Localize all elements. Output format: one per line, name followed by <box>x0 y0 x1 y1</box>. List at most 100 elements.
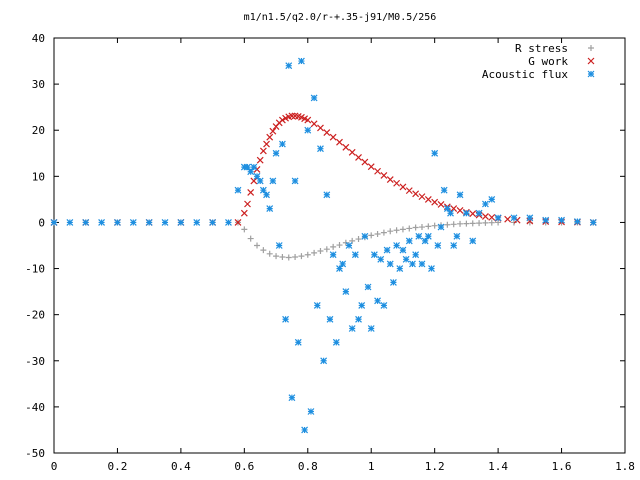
point-g-work <box>399 183 407 191</box>
point-g-work <box>361 158 369 166</box>
point-acoustic-flux <box>542 216 550 224</box>
point-acoustic-flux <box>278 140 286 148</box>
point-g-work <box>412 190 420 198</box>
x-tick-label: 0.8 <box>298 460 318 473</box>
point-acoustic-flux <box>234 186 242 194</box>
point-acoustic-flux <box>447 209 454 217</box>
x-tick-label: 1.4 <box>488 460 508 473</box>
point-acoustic-flux <box>240 163 248 171</box>
point-acoustic-flux <box>145 219 153 226</box>
point-acoustic-flux <box>494 214 502 222</box>
point-g-work <box>266 133 274 141</box>
y-tick-label: -50 <box>25 447 45 460</box>
legend-label-acoustic-flux: Acoustic flux <box>482 68 568 81</box>
y-tick-label: 40 <box>32 32 45 45</box>
point-acoustic-flux <box>193 219 201 226</box>
point-g-work <box>355 154 362 161</box>
point-g-work <box>259 147 267 155</box>
point-acoustic-flux <box>405 237 413 245</box>
point-acoustic-flux <box>177 219 185 226</box>
point-acoustic-flux <box>161 219 169 226</box>
point-acoustic-flux <box>348 325 356 332</box>
point-acoustic-flux <box>399 246 407 254</box>
point-acoustic-flux <box>282 315 289 323</box>
point-acoustic-flux <box>259 186 267 194</box>
point-g-work <box>263 140 270 148</box>
point-r-stress <box>387 228 394 235</box>
point-g-work <box>488 213 496 221</box>
point-acoustic-flux <box>285 62 293 70</box>
point-acoustic-flux <box>310 94 318 102</box>
point-r-stress <box>241 226 248 233</box>
point-acoustic-flux <box>225 219 232 226</box>
point-g-work <box>380 171 388 179</box>
point-acoustic-flux <box>573 218 581 225</box>
point-acoustic-flux <box>380 302 388 309</box>
point-r-stress <box>482 219 489 226</box>
point-g-work <box>450 205 458 213</box>
x-tick-label: 1.2 <box>425 460 445 473</box>
point-acoustic-flux <box>304 126 312 134</box>
point-acoustic-flux <box>558 216 565 224</box>
y-tick-label: -30 <box>25 355 45 368</box>
legend: R stress G work Acoustic flux <box>482 42 595 81</box>
point-acoustic-flux <box>424 232 432 240</box>
data-marks <box>50 57 597 434</box>
point-acoustic-flux <box>364 283 372 291</box>
point-r-stress <box>355 236 362 243</box>
point-g-work <box>342 143 350 151</box>
point-acoustic-flux <box>431 149 439 157</box>
point-acoustic-flux <box>209 219 217 226</box>
point-r-stress <box>273 253 280 260</box>
series-r-stress <box>51 219 597 261</box>
point-r-stress <box>469 220 476 227</box>
point-acoustic-flux <box>374 297 381 305</box>
point-acoustic-flux <box>351 251 359 259</box>
point-r-stress <box>450 221 457 228</box>
point-g-work <box>386 176 394 183</box>
point-r-stress <box>488 219 495 226</box>
point-r-stress <box>412 224 419 231</box>
point-r-stress <box>393 227 400 234</box>
point-g-work <box>234 219 242 226</box>
point-r-stress <box>285 254 292 261</box>
point-r-stress <box>330 243 337 250</box>
point-acoustic-flux <box>66 219 74 226</box>
point-acoustic-flux <box>244 163 251 171</box>
point-acoustic-flux <box>358 302 366 309</box>
x-tick-label: 0 <box>51 460 58 473</box>
point-acoustic-flux <box>326 315 334 323</box>
point-g-work <box>323 129 331 136</box>
point-acoustic-flux <box>526 214 534 222</box>
point-r-stress <box>254 242 261 249</box>
series-g-work <box>50 112 597 226</box>
point-acoustic-flux <box>361 232 369 240</box>
y-tick-label: -10 <box>25 263 45 276</box>
point-r-stress <box>476 220 483 227</box>
point-acoustic-flux <box>336 265 343 272</box>
y-tick-label: 0 <box>38 216 45 229</box>
point-r-stress <box>279 254 286 261</box>
point-r-stress <box>380 229 387 236</box>
point-g-work <box>240 209 248 217</box>
point-g-work <box>329 133 337 141</box>
point-acoustic-flux <box>269 177 277 185</box>
point-acoustic-flux <box>386 260 394 268</box>
point-g-work <box>250 177 258 185</box>
point-g-work <box>310 120 318 128</box>
y-tick-label: -40 <box>25 401 45 414</box>
point-g-work <box>456 207 464 214</box>
point-acoustic-flux <box>294 338 302 346</box>
plot-border <box>53 37 626 454</box>
point-acoustic-flux <box>589 219 597 226</box>
x-tick-label: 0.6 <box>234 460 254 473</box>
point-acoustic-flux <box>50 219 58 226</box>
point-acoustic-flux <box>288 394 296 402</box>
point-g-work <box>481 213 489 220</box>
point-r-stress <box>457 220 464 227</box>
point-g-work <box>244 200 251 208</box>
legend-marker-r-stress <box>588 45 594 51</box>
point-acoustic-flux <box>428 265 435 272</box>
point-acoustic-flux <box>393 242 401 249</box>
